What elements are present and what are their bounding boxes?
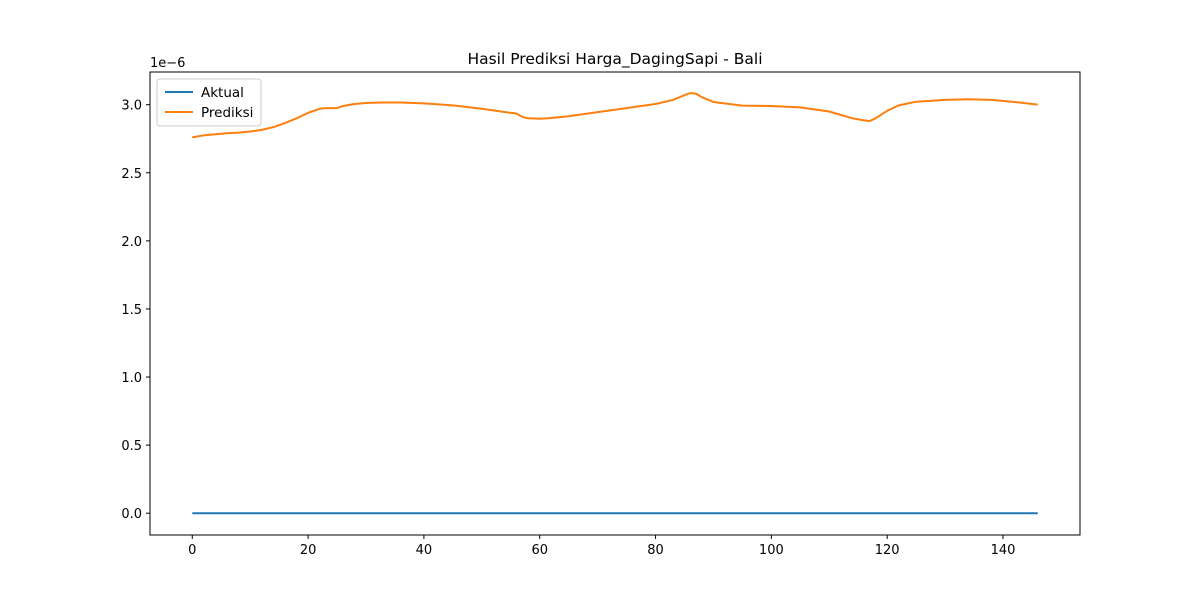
y-tick-label: 2.5 bbox=[121, 167, 142, 182]
x-tick-label: 0 bbox=[188, 543, 196, 558]
y-axis: 0.0 0.5 1.0 1.5 2.0 2.5 3.0 bbox=[121, 99, 150, 522]
x-tick-label: 20 bbox=[300, 543, 317, 558]
x-tick-label: 100 bbox=[759, 543, 784, 558]
series-line-prediksi bbox=[192, 92, 1038, 139]
y-tick-label: 1.0 bbox=[121, 371, 142, 386]
y-tick-label: 0.0 bbox=[121, 507, 142, 522]
x-axis: 0 20 40 60 80 100 120 140 bbox=[188, 535, 1015, 558]
y-tick-label: 1.5 bbox=[121, 303, 142, 318]
legend: Aktual Prediksi bbox=[156, 78, 262, 127]
x-tick-label: 140 bbox=[991, 543, 1016, 558]
y-tick-label: 3.0 bbox=[121, 99, 142, 114]
y-offset-label: 1e−6 bbox=[150, 56, 185, 71]
chart-title: Hasil Prediksi Harga_DagingSapi - Bali bbox=[467, 50, 762, 69]
legend-label-aktual: Aktual bbox=[201, 85, 244, 101]
x-tick-label: 120 bbox=[875, 543, 900, 558]
legend-label-prediksi: Prediksi bbox=[201, 105, 253, 121]
x-tick-label: 80 bbox=[647, 543, 664, 558]
y-tick-label: 0.5 bbox=[121, 439, 142, 454]
y-tick-label: 2.0 bbox=[121, 235, 142, 250]
plot-frame bbox=[149, 71, 1081, 536]
legend-box bbox=[156, 78, 262, 127]
x-tick-label: 60 bbox=[531, 543, 548, 558]
series-layer bbox=[192, 92, 1038, 515]
x-tick-label: 40 bbox=[416, 543, 433, 558]
